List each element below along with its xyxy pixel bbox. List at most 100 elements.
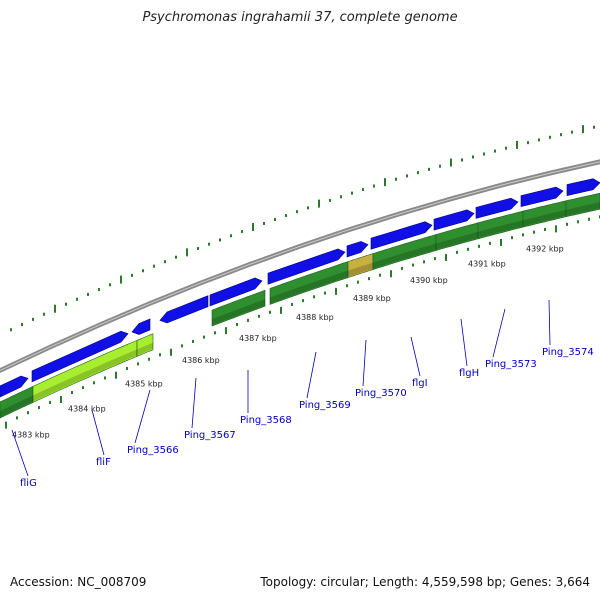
- inner-minor-tick: [16, 416, 18, 420]
- gene-label: Ping_3567: [184, 430, 236, 441]
- outer-minor-tick: [505, 146, 507, 150]
- gene-label: Ping_3574: [542, 347, 594, 358]
- outer-minor-tick: [494, 149, 496, 153]
- label-leader-line: [134, 389, 151, 444]
- gene-arrow: [31, 330, 129, 383]
- inner-major-tick: [225, 327, 227, 335]
- cds-band: [211, 289, 266, 327]
- label-leader-line: [410, 336, 421, 377]
- outer-minor-tick: [428, 167, 430, 171]
- label-leader-line: [191, 377, 197, 429]
- outer-minor-tick: [395, 177, 397, 181]
- outer-minor-tick: [351, 191, 353, 195]
- inner-minor-tick: [511, 236, 513, 240]
- inner-minor-tick: [412, 263, 414, 267]
- inner-minor-tick: [159, 353, 161, 357]
- inner-minor-tick: [478, 244, 480, 248]
- cds-shade: [348, 262, 373, 277]
- cds-shade: [33, 349, 137, 402]
- label-leader-line: [362, 339, 367, 387]
- inner-minor-tick: [148, 357, 150, 361]
- outer-minor-tick: [87, 292, 89, 296]
- inner-minor-tick: [192, 339, 194, 343]
- outer-major-tick: [384, 178, 386, 187]
- inner-minor-tick: [368, 277, 370, 281]
- gene-label: fliF: [96, 457, 111, 468]
- outer-minor-tick: [32, 317, 34, 321]
- outer-minor-tick: [131, 273, 133, 277]
- gene-label: Ping_3569: [299, 400, 351, 411]
- inner-major-tick: [500, 239, 502, 246]
- inner-minor-tick: [38, 406, 40, 410]
- inner-tick-track: [5, 215, 600, 429]
- outer-major-tick: [318, 199, 320, 208]
- outer-minor-tick: [21, 323, 23, 327]
- inner-minor-tick: [236, 322, 238, 326]
- cds-shade: [270, 270, 348, 304]
- outer-minor-tick: [362, 188, 364, 192]
- outer-minor-tick: [263, 221, 265, 225]
- outer-major-tick: [582, 125, 584, 134]
- inner-major-tick: [555, 225, 557, 233]
- inner-minor-tick: [137, 362, 139, 366]
- kbp-label-layer: 4383 kbp 4384 kbp 4385 kbp 4386 kbp 4387 kbp…: [12, 244, 564, 439]
- gene-arrow: [566, 178, 600, 196]
- outer-minor-tick: [153, 264, 155, 268]
- outer-minor-tick: [197, 246, 199, 250]
- cds-shade: [436, 231, 478, 250]
- outer-tick-track: [10, 125, 595, 332]
- gene-arrow: [433, 209, 475, 231]
- inner-minor-tick: [313, 295, 315, 299]
- inner-major-tick: [445, 253, 447, 261]
- kbp-label: 4391 kbp: [468, 260, 506, 269]
- inner-minor-tick: [423, 260, 425, 264]
- gene-label: fliG: [20, 478, 37, 489]
- outer-minor-tick: [560, 133, 562, 137]
- outer-minor-tick: [527, 141, 529, 145]
- cds-shade: [566, 202, 600, 216]
- cds-band: [565, 192, 600, 218]
- gene-arrow: [267, 248, 346, 285]
- outer-major-tick: [120, 275, 122, 284]
- inner-minor-tick: [258, 314, 260, 318]
- cds-shade: [523, 209, 566, 227]
- inner-major-tick: [280, 306, 282, 314]
- cds-band: [136, 333, 154, 357]
- gene-arrow: [520, 186, 564, 208]
- label-leader-line: [11, 429, 29, 477]
- outer-major-tick: [450, 158, 452, 167]
- cds-shade: [212, 299, 265, 326]
- kbp-label: 4383 kbp: [12, 430, 50, 439]
- inner-minor-tick: [324, 291, 326, 295]
- cds-shade: [0, 395, 33, 417]
- inner-minor-tick: [467, 247, 469, 251]
- outer-minor-tick: [417, 171, 419, 175]
- kbp-label: 4389 kbp: [353, 294, 391, 303]
- inner-minor-tick: [214, 331, 216, 335]
- label-leader-line: [492, 308, 506, 358]
- inner-minor-tick: [27, 411, 29, 415]
- outer-minor-tick: [208, 242, 210, 246]
- map-title: Psychromonas ingrahamii 37, complete gen…: [142, 10, 458, 25]
- outer-major-tick: [54, 304, 56, 313]
- gene-track: [0, 178, 600, 398]
- cds-shade: [137, 342, 153, 356]
- inner-minor-tick: [566, 222, 568, 226]
- outer-minor-tick: [76, 297, 78, 301]
- outer-minor-tick: [274, 217, 276, 221]
- outer-minor-tick: [10, 328, 12, 332]
- kbp-label: 4390 kbp: [410, 276, 448, 285]
- outer-minor-tick: [307, 206, 309, 210]
- outer-minor-tick: [241, 230, 243, 234]
- inner-minor-tick: [346, 284, 348, 288]
- inner-minor-tick: [181, 344, 183, 348]
- outer-minor-tick: [461, 158, 463, 162]
- inner-major-tick: [335, 287, 337, 295]
- gene-arrow: [370, 221, 433, 250]
- outer-minor-tick: [164, 260, 166, 264]
- outer-minor-tick: [43, 312, 45, 316]
- inner-minor-tick: [456, 250, 458, 254]
- genome-summary-text: Topology: circular; Length: 4,559,598 bp…: [260, 575, 590, 589]
- gene-label: flgH: [459, 368, 479, 379]
- outer-major-tick: [252, 223, 254, 232]
